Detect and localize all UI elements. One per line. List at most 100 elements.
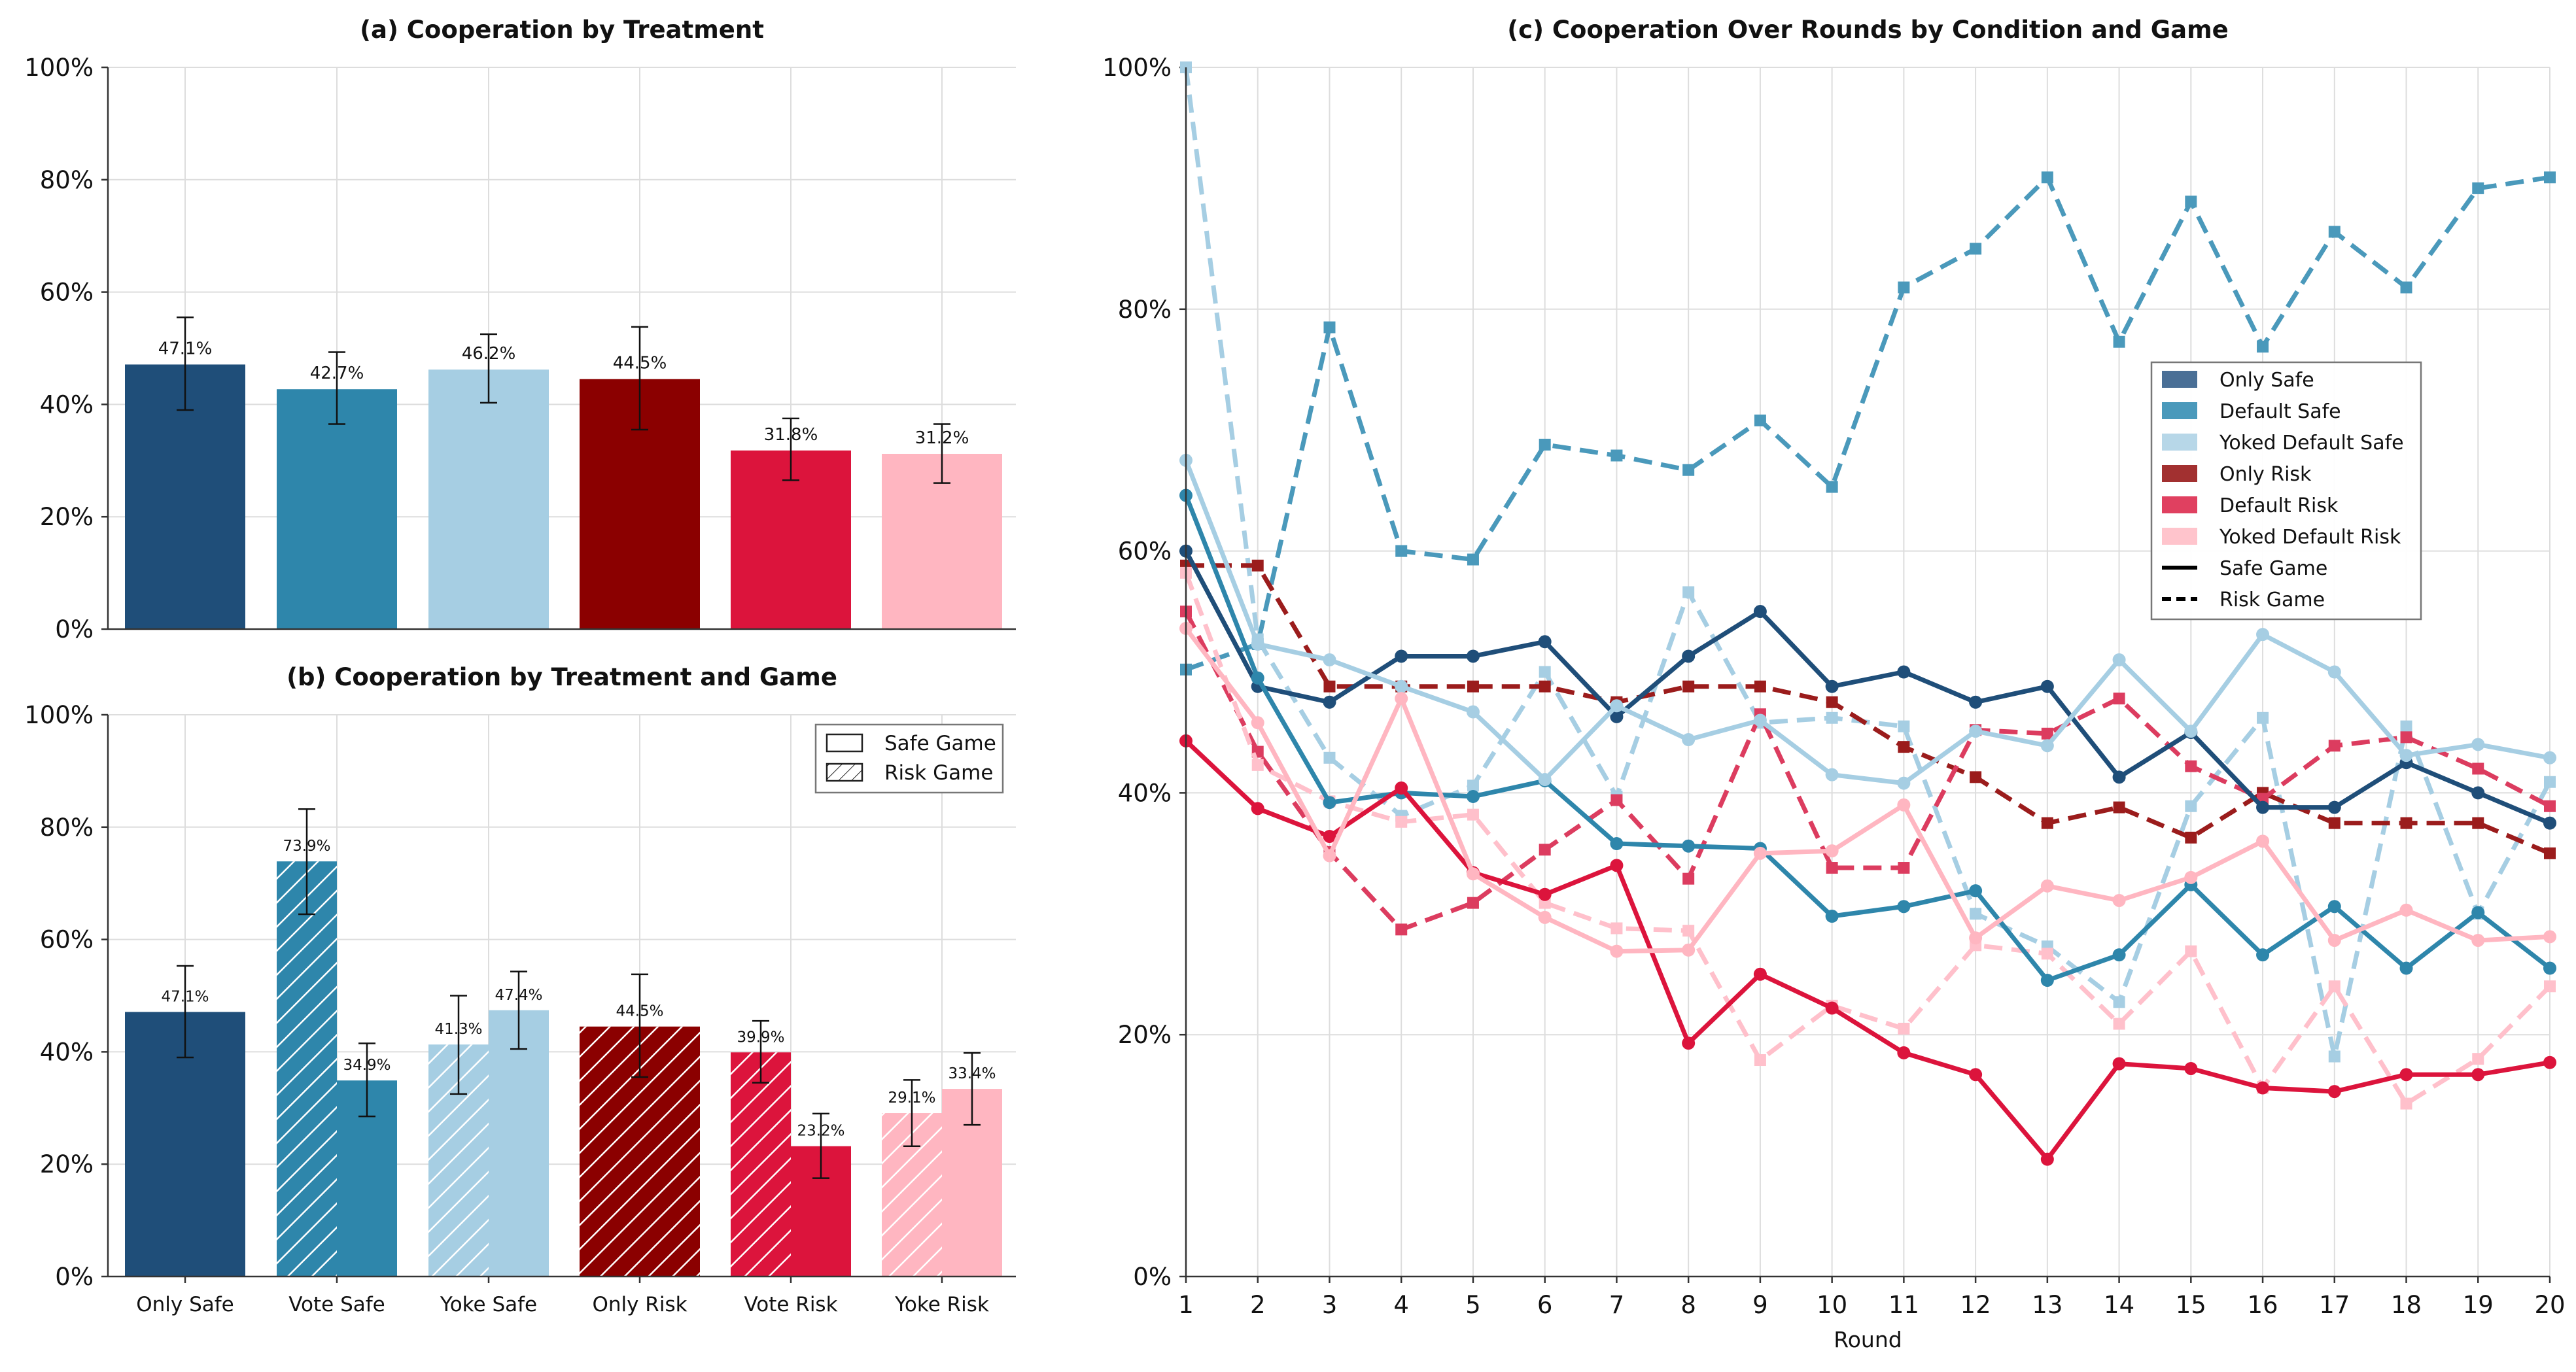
data-point	[1610, 837, 1624, 851]
data-point	[1754, 414, 1766, 426]
data-point	[1466, 705, 1480, 719]
data-point	[2184, 1061, 2198, 1075]
legend-only-risk-label: Only Risk	[2219, 463, 2312, 486]
data-point	[2327, 933, 2341, 947]
data-point	[1251, 637, 1264, 651]
series-line	[1183, 572, 2552, 1106]
panel-c-xtick-label: 19	[2463, 1291, 2494, 1319]
data-point	[2256, 800, 2270, 814]
data-point	[1682, 733, 1696, 747]
data-point	[2327, 900, 2341, 914]
data-point	[2257, 712, 2269, 724]
panel-b-ytick-label: 100%	[24, 701, 94, 729]
panel-c-xtick-label: 13	[2032, 1291, 2063, 1319]
data-label: 23.2%	[797, 1123, 844, 1140]
panel-b-xtick-label: Vote Risk	[744, 1293, 837, 1316]
panel-b-ytick-label: 20%	[40, 1150, 94, 1178]
data-point	[2543, 1055, 2556, 1069]
panel-a-ytick-label: 40%	[40, 390, 94, 419]
data-point	[1538, 635, 1552, 649]
panel-c-xtick-label: 17	[2319, 1291, 2350, 1319]
data-point	[2400, 731, 2412, 744]
data-point	[2544, 980, 2556, 993]
panel-c-cooperation-over-rounds: 0%20%40%60%80%100%1 2 3 4 5 6 7 8 9 10 11 12 13 14 15 1…	[1102, 16, 2565, 1352]
data-point	[1825, 679, 1839, 693]
data-point	[2400, 281, 2412, 294]
data-point	[1897, 1046, 1911, 1059]
series-yoked-default-safe-safe-game	[1179, 453, 2556, 790]
data-point	[2184, 870, 2198, 884]
series-line	[1183, 494, 2552, 983]
data-label: 39.9%	[737, 1029, 784, 1046]
series-line	[1186, 563, 2551, 856]
data-point	[2113, 996, 2125, 1008]
data-point	[1970, 771, 1982, 783]
data-point	[1969, 1068, 1983, 1082]
bar-a-yoke-safe	[428, 369, 549, 629]
panel-c-xtick-label: 7	[1609, 1291, 1625, 1319]
data-point	[2328, 226, 2341, 238]
data-point	[2472, 182, 2484, 194]
data-point	[2040, 879, 2054, 893]
data-point	[1395, 649, 1408, 663]
data-point	[2327, 665, 2341, 679]
data-point	[1897, 776, 1911, 790]
panel-c-xtick-label: 5	[1465, 1291, 1481, 1319]
data-point	[2041, 171, 2053, 184]
data-point	[2400, 817, 2412, 829]
panel-c-ytick-label: 0%	[1133, 1263, 1172, 1291]
data-point	[2328, 980, 2341, 993]
data-point	[1682, 839, 1696, 853]
data-point	[1395, 545, 1408, 557]
panel-b-ytick-label: 0%	[55, 1263, 94, 1291]
data-label: 46.2%	[462, 344, 516, 364]
panel-c-xtick-label: 3	[1322, 1291, 1338, 1319]
data-point	[2544, 847, 2556, 859]
data-point	[2185, 760, 2197, 772]
legend-risk-game-swatch	[826, 763, 863, 782]
panel-c-xtick-label: 18	[2391, 1291, 2422, 1319]
data-point	[2256, 628, 2270, 642]
series-line	[1184, 739, 2550, 1162]
data-point	[1682, 680, 1695, 693]
data-point	[1251, 716, 1264, 730]
series-line	[1183, 459, 2550, 786]
data-point	[1610, 944, 1624, 958]
panel-b-xtick-label: Only Risk	[592, 1293, 687, 1316]
data-point	[2112, 1057, 2126, 1071]
data-point	[2327, 1085, 2341, 1099]
data-point	[2471, 933, 2485, 947]
data-point	[2185, 831, 2197, 844]
data-point	[1251, 759, 1264, 771]
data-point	[1466, 867, 1480, 881]
panel-b-title: (b) Cooperation by Treatment and Game	[287, 663, 837, 691]
panel-c-xtick-label: 11	[1888, 1291, 1919, 1319]
data-point	[1970, 908, 1982, 920]
data-point	[2543, 816, 2556, 830]
data-point	[1395, 692, 1408, 706]
data-point	[1826, 481, 1838, 493]
data-point	[1538, 910, 1552, 924]
data-point	[2257, 341, 2269, 353]
panel-c-ytick-label: 80%	[1118, 296, 1172, 324]
data-point	[1395, 781, 1408, 795]
data-label: 73.9%	[283, 838, 330, 855]
data-point	[2544, 171, 2556, 184]
data-point	[1825, 768, 1839, 781]
panel-c-title: (c) Cooperation Over Rounds by Condition…	[1507, 16, 2228, 44]
panel-c-xtick-label: 9	[1752, 1291, 1768, 1319]
data-point	[2399, 903, 2413, 917]
legend-only-safe-label: Only Safe	[2219, 369, 2314, 392]
data-point	[1682, 872, 1695, 885]
data-point	[1610, 794, 1623, 806]
data-point	[1682, 1037, 1696, 1050]
panel-b-cooperation-by-treatment-and-game: 0% 20% 40% 60% 80% 100% 47.1% 73.9% 34.9% 41.3% 47…	[24, 663, 1016, 1316]
data-point	[1323, 829, 1336, 843]
data-point	[1610, 859, 1624, 872]
data-point	[1825, 909, 1839, 923]
data-point	[2040, 973, 2054, 987]
legend-default-safe-swatch	[2162, 402, 2197, 419]
data-point	[1754, 680, 1766, 693]
data-point	[2328, 740, 2341, 752]
data-point	[2040, 739, 2054, 753]
